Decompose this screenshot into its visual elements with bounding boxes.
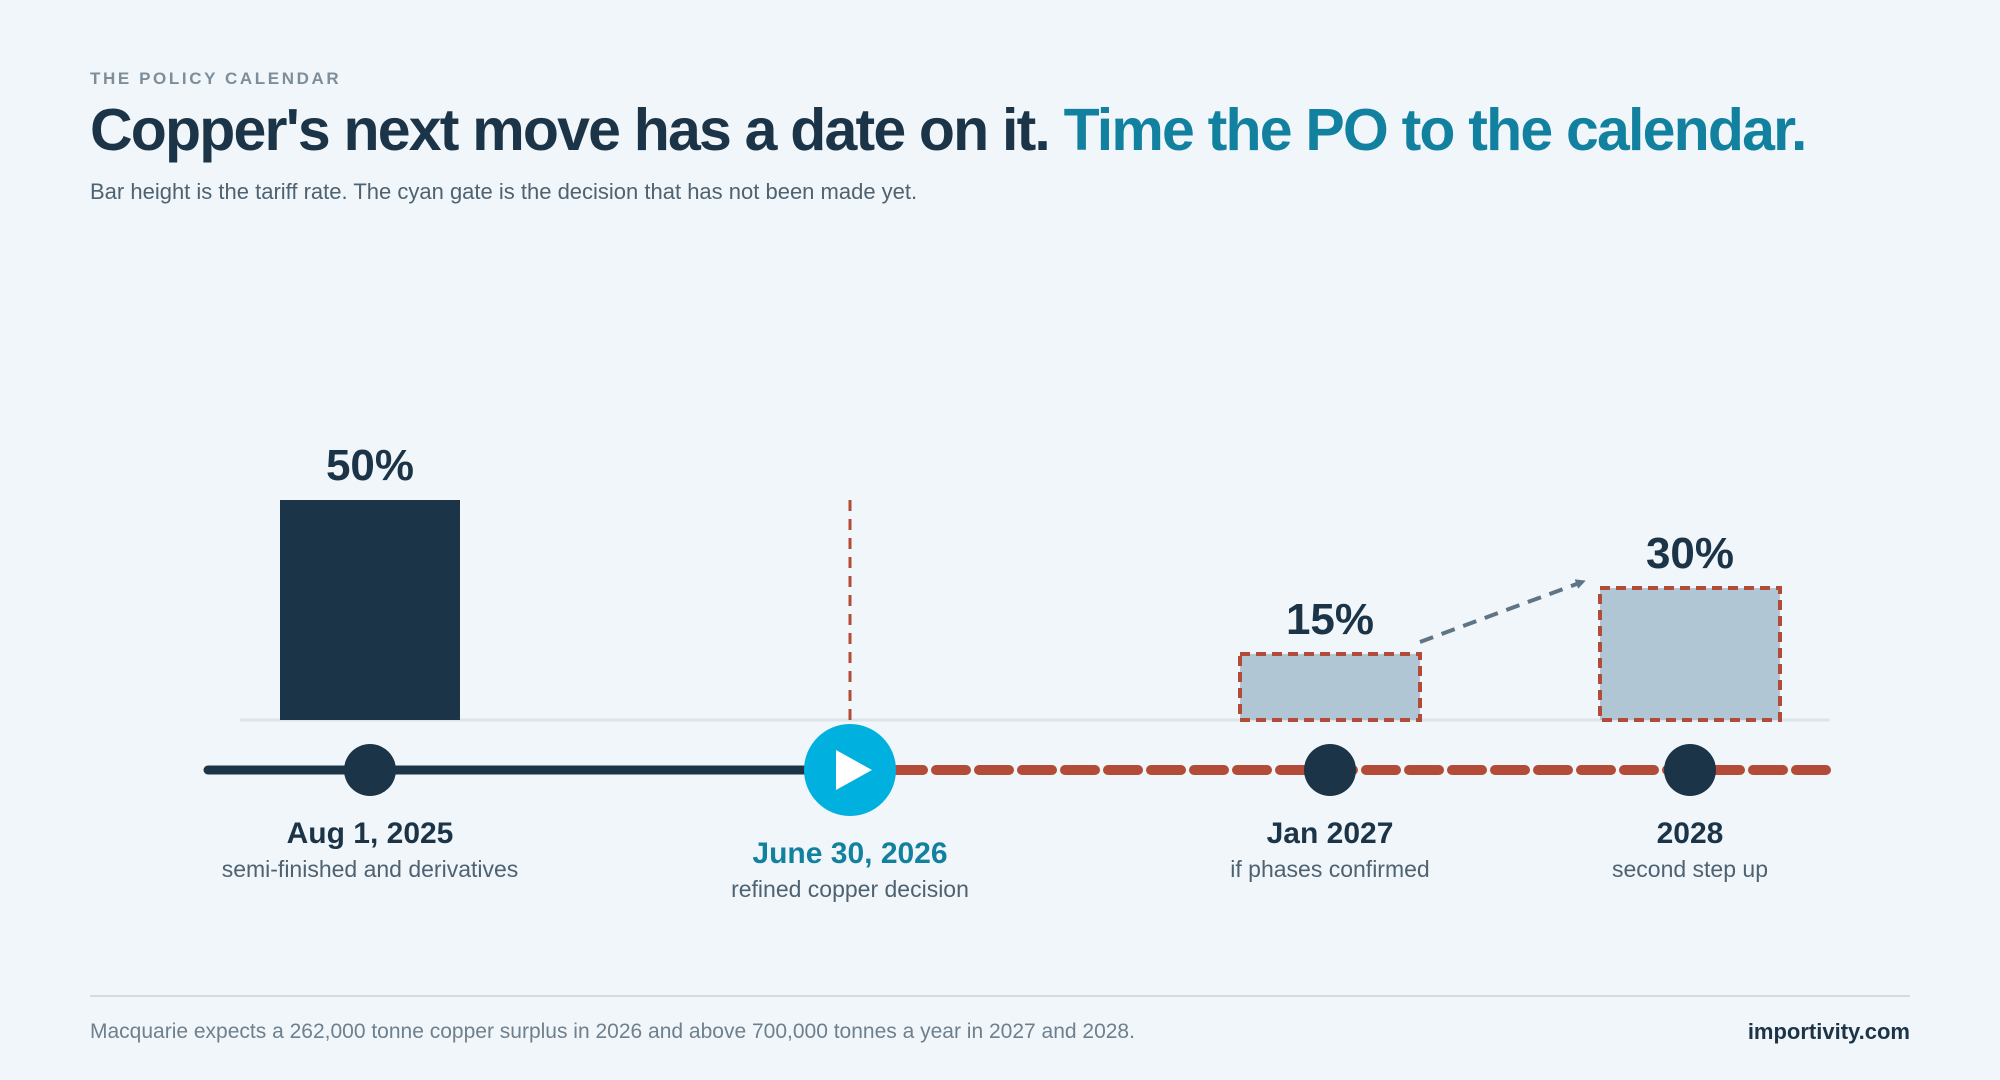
timeline-node: [1304, 744, 1356, 796]
bar-proposed: [1238, 652, 1422, 722]
title-accent: Time the PO to the calendar.: [1063, 97, 1808, 163]
date-sublabel: refined copper decision: [731, 876, 969, 902]
bar-value-label: 15%: [1286, 595, 1374, 644]
brand-link[interactable]: importivity.com: [1747, 1019, 1910, 1044]
date-label: June 30, 2026: [752, 837, 947, 870]
page-title: Copper's next move has a date on it. Tim…: [90, 97, 1808, 163]
bar-proposed: [1598, 586, 1782, 722]
bar-in-effect: [280, 500, 460, 720]
footer-note: Macquarie expects a 262,000 tonne copper…: [90, 1020, 1135, 1043]
bar-value-label: 50%: [326, 441, 414, 490]
bar-value-label: 30%: [1646, 529, 1734, 578]
date-label: 2028: [1657, 817, 1724, 850]
date-label: Aug 1, 2025: [287, 817, 454, 850]
date-sublabel: semi-finished and derivatives: [222, 856, 519, 882]
page-subtitle: Bar height is the tariff rate. The cyan …: [90, 179, 918, 204]
date-label: Jan 2027: [1267, 817, 1394, 850]
title-main: Copper's next move has a date on it.: [90, 97, 1051, 163]
date-sublabel: if phases confirmed: [1230, 856, 1429, 882]
date-sublabel: second step up: [1612, 856, 1768, 882]
eyebrow-label: THE POLICY CALENDAR: [90, 69, 342, 88]
policy-calendar-chart: 50% 15% 30% Aug 1, 2025 semi-finished and d…: [203, 441, 1837, 902]
step-up-arrow: [1419, 579, 1586, 644]
timeline-node: [1664, 744, 1716, 796]
footer-divider: [90, 995, 1910, 997]
timeline-node: [344, 744, 396, 796]
play-icon: [836, 750, 872, 790]
